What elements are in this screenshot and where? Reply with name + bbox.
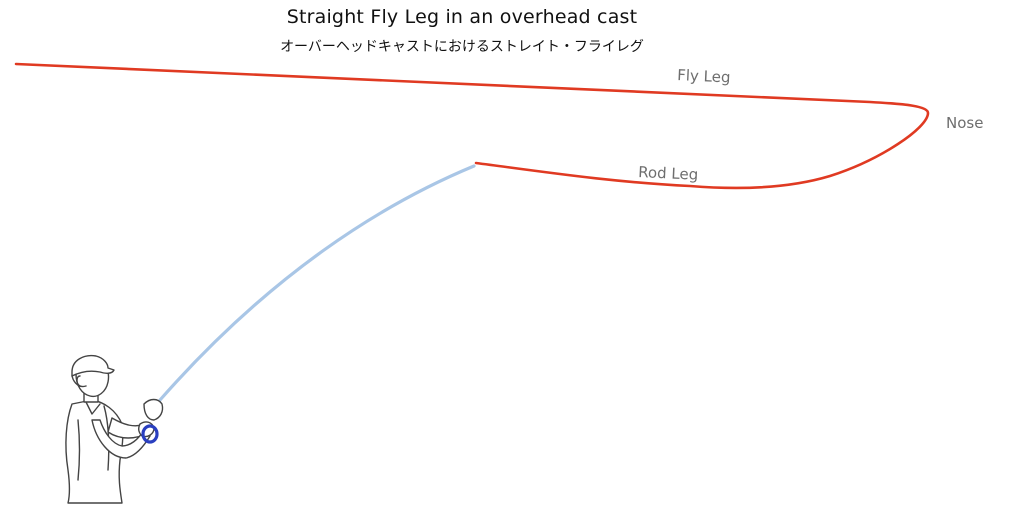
angler-figure-icon <box>65 354 164 504</box>
fly-line <box>14 62 930 190</box>
reel-icon <box>141 424 159 444</box>
fly-leg-label: Fly Leg <box>677 66 731 86</box>
nose-label: Nose <box>946 114 983 132</box>
diagram-title: Straight Fly Leg in an overhead cast <box>286 6 638 28</box>
fly-rod <box>158 164 476 402</box>
diagram-subtitle: オーバーヘッドキャストにおけるストレイト・フライレグ <box>280 39 644 55</box>
rod-leg-label: Rod Leg <box>638 163 699 184</box>
